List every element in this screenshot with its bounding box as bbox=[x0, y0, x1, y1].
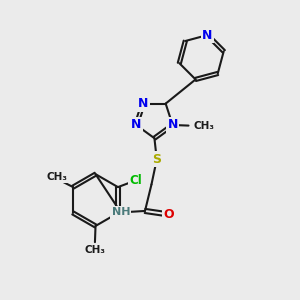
Text: N: N bbox=[131, 118, 141, 131]
Text: CH₃: CH₃ bbox=[194, 121, 215, 130]
Text: N: N bbox=[167, 118, 178, 131]
Text: N: N bbox=[138, 97, 148, 110]
Text: CH₃: CH₃ bbox=[47, 172, 68, 182]
Text: Cl: Cl bbox=[129, 174, 142, 187]
Text: CH₃: CH₃ bbox=[84, 245, 105, 255]
Text: NH: NH bbox=[112, 207, 130, 218]
Text: N: N bbox=[202, 28, 213, 42]
Text: S: S bbox=[152, 153, 161, 166]
Text: O: O bbox=[164, 208, 175, 221]
